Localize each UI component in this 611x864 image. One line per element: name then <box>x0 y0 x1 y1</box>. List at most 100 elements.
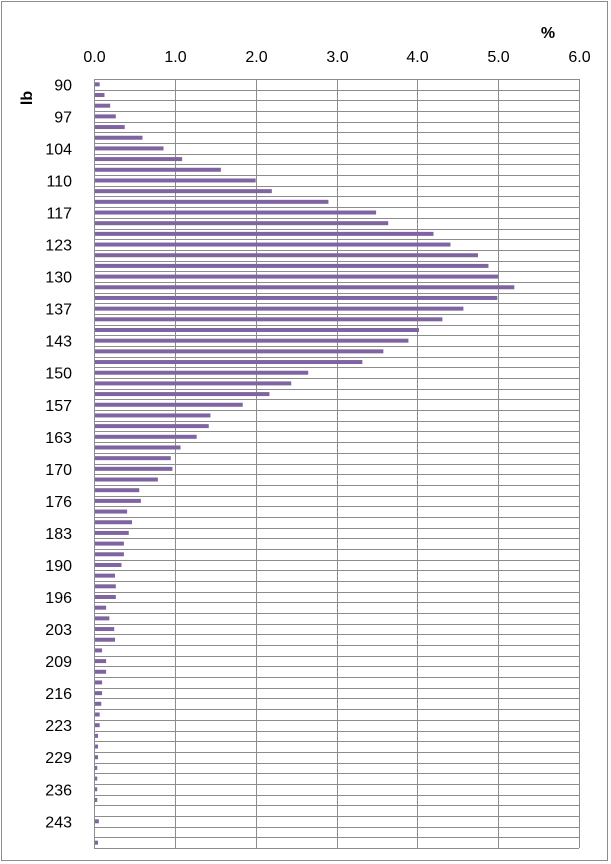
bar <box>94 562 122 567</box>
bar <box>94 231 434 236</box>
bar <box>94 82 100 87</box>
bar <box>94 327 419 332</box>
x-tick-label: 4.0 <box>406 49 428 66</box>
y-tick-label: 176 <box>45 494 72 511</box>
y-axis-unit-label: lb <box>19 91 36 105</box>
bar <box>94 787 98 792</box>
y-tick-label: 117 <box>46 206 72 223</box>
bar <box>94 189 272 194</box>
bar <box>94 285 515 290</box>
bar <box>94 744 99 749</box>
gridlines <box>94 79 580 849</box>
bar <box>94 413 211 418</box>
x-axis-unit-label: % <box>541 25 555 42</box>
bar <box>94 669 107 674</box>
y-tick-label: 90 <box>54 77 72 94</box>
bar <box>94 530 129 535</box>
bar <box>94 199 329 204</box>
bar <box>94 424 209 429</box>
y-tick-label: 203 <box>45 622 72 639</box>
bar <box>94 765 98 770</box>
y-tick-label: 223 <box>45 718 72 735</box>
bar <box>94 466 173 471</box>
bar <box>94 659 107 664</box>
bar <box>94 584 116 589</box>
bar <box>94 434 197 439</box>
bar <box>94 103 111 108</box>
bar <box>94 157 183 162</box>
bar <box>94 167 221 172</box>
y-tick-label: 104 <box>45 141 72 158</box>
bar <box>94 680 103 685</box>
bar <box>94 840 99 845</box>
bar <box>94 723 100 728</box>
bar <box>94 274 499 279</box>
y-tick-label: 209 <box>45 654 72 671</box>
y-tick-label: 243 <box>45 814 72 831</box>
bar <box>94 456 171 461</box>
bar <box>94 595 116 600</box>
y-tick-label: 183 <box>45 526 72 543</box>
bar <box>94 691 103 696</box>
bar <box>94 381 292 386</box>
x-tick-label: 2.0 <box>245 49 267 66</box>
y-tick-label: 110 <box>46 174 72 191</box>
bar <box>94 178 256 183</box>
y-tick-label: 216 <box>45 686 72 703</box>
bar <box>94 93 105 98</box>
x-tick-label: 1.0 <box>164 49 186 66</box>
bar <box>94 263 489 268</box>
bar <box>94 733 99 738</box>
bar <box>94 488 140 493</box>
bar <box>94 627 115 632</box>
bar <box>94 370 309 375</box>
bar <box>94 477 158 482</box>
bar <box>94 349 384 354</box>
bar <box>94 819 99 824</box>
y-tick-label: 163 <box>45 430 72 447</box>
bar <box>94 712 100 717</box>
bar <box>94 135 143 140</box>
bar <box>94 295 498 300</box>
bar <box>94 306 464 311</box>
bar <box>94 797 98 802</box>
y-tick-label: 123 <box>45 238 72 255</box>
bar <box>94 146 164 151</box>
y-tick-label: 157 <box>45 398 72 415</box>
bar <box>94 637 116 642</box>
bar <box>94 498 141 503</box>
y-tick-label: 150 <box>45 366 72 383</box>
y-tick-label: 236 <box>45 782 72 799</box>
x-tick-label: 6.0 <box>568 49 590 66</box>
bar <box>94 701 102 706</box>
y-tick-label: 190 <box>45 558 72 575</box>
bar <box>94 317 443 322</box>
bar <box>94 445 181 450</box>
y-tick-label: 137 <box>45 302 72 319</box>
bar <box>94 392 270 397</box>
bar <box>94 648 103 653</box>
x-tick-label: 3.0 <box>326 49 348 66</box>
bars <box>94 82 515 845</box>
bar <box>94 509 128 514</box>
bar <box>94 402 243 407</box>
bar <box>94 114 116 119</box>
y-tick-label: 196 <box>45 590 72 607</box>
bar <box>94 210 377 215</box>
bar <box>94 221 389 226</box>
bar <box>94 605 107 610</box>
bar <box>94 573 116 578</box>
x-tick-label: 5.0 <box>487 49 509 66</box>
bar <box>94 541 124 546</box>
bar <box>94 552 124 557</box>
bar <box>94 360 363 365</box>
bar <box>94 338 409 343</box>
y-tick-label: 229 <box>45 750 72 767</box>
bar <box>94 242 451 247</box>
bar <box>94 755 99 760</box>
y-tick-label: 97 <box>54 109 72 126</box>
bar <box>94 520 132 525</box>
bar <box>94 125 125 130</box>
y-tick-label: 143 <box>45 334 72 351</box>
